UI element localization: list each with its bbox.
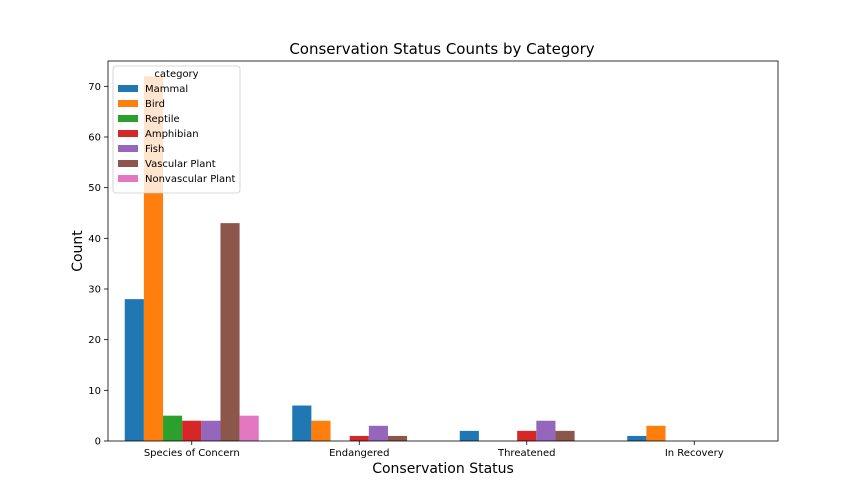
y-axis: 0 10 20 30 40 50 60 70: [88, 82, 108, 448]
y-tick-label: 40: [88, 234, 101, 245]
y-tick-label: 50: [88, 183, 101, 194]
legend-swatch: [118, 130, 138, 137]
y-tick-label: 60: [88, 133, 101, 144]
legend-label: Vascular Plant: [145, 159, 216, 170]
legend-label: Nonvascular Plant: [145, 174, 235, 185]
chart-title: Conservation Status Counts by Category: [289, 40, 594, 58]
bar: [292, 405, 312, 441]
legend-label: Amphibian: [145, 129, 199, 140]
legend-swatch: [118, 100, 138, 107]
x-tick-label: Endangered: [329, 448, 389, 459]
x-tick-label: Species of Concern: [144, 448, 240, 459]
bar: [239, 415, 259, 441]
bar: [387, 435, 408, 441]
bar: [517, 430, 537, 441]
legend-label: Reptile: [145, 114, 180, 125]
legend-swatch: [118, 85, 138, 92]
legend-swatch: [118, 115, 138, 122]
bar: [201, 420, 221, 441]
legend-swatch: [118, 160, 138, 167]
y-tick-label: 0: [95, 437, 101, 448]
y-tick-label: 70: [88, 82, 101, 93]
y-tick-label: 20: [88, 335, 101, 346]
legend-swatch: [118, 145, 138, 152]
bar: [311, 420, 331, 441]
bar: [124, 299, 144, 441]
x-tick-label: Threatened: [497, 448, 556, 459]
legend-label: Fish: [145, 144, 164, 155]
bar: [627, 435, 647, 441]
bar: [368, 425, 388, 441]
bar: [220, 223, 240, 441]
x-axis: Species of Concern Endangered Threatened In…: [144, 441, 724, 459]
bar: [646, 425, 666, 441]
bar: [459, 430, 479, 441]
plot-frame: [107, 60, 779, 442]
bar: [163, 415, 183, 441]
x-axis-label: Conservation Status: [372, 461, 514, 477]
legend-swatch: [118, 175, 138, 182]
bar: [555, 430, 575, 441]
y-tick-label: 10: [88, 386, 101, 397]
legend-box: [112, 65, 241, 194]
legend-label: Bird: [145, 99, 165, 110]
bar: [349, 435, 369, 441]
legend: category Mammal Bird Reptile Amphibian Fish Va…: [112, 65, 241, 194]
legend-label: Mammal: [145, 84, 188, 95]
legend-title: category: [154, 69, 198, 80]
y-axis-label: Count: [70, 230, 86, 272]
bar: [182, 420, 202, 441]
bar: [536, 420, 556, 441]
x-tick-label: In Recovery: [665, 448, 724, 459]
y-tick-label: 30: [88, 285, 101, 296]
